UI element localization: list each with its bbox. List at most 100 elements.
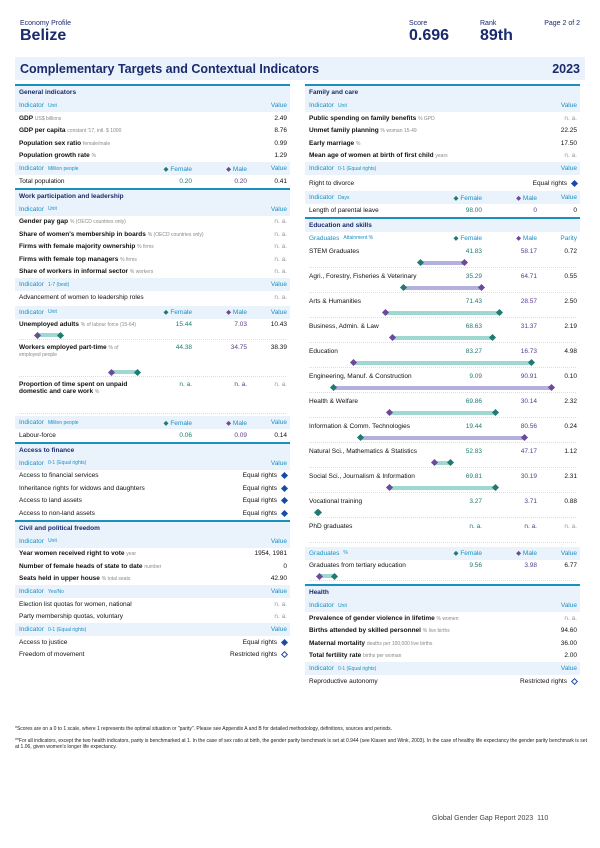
column-header: Indicator Unit Value bbox=[305, 599, 580, 612]
section-title: Complementary Targets and Contextual Ind… bbox=[20, 61, 320, 76]
restricted-rights-diamond-icon bbox=[280, 651, 289, 659]
table-row: Public spending on family benefits % GPD… bbox=[309, 114, 577, 122]
score-label: Score bbox=[409, 20, 428, 27]
table-row: Election list quotas for women, national… bbox=[19, 600, 287, 608]
header-indicator: Indicator bbox=[19, 165, 44, 172]
column-header: Indicator Unit Value bbox=[15, 99, 290, 112]
section-heading: Civil and political freedom bbox=[15, 521, 290, 535]
column-header: Indicator 0-1 (Equal rights) Value bbox=[15, 456, 290, 470]
column-header: Indicator 1-7 (best) Value bbox=[15, 278, 290, 291]
gender-range-bar bbox=[309, 308, 576, 318]
table-row: GDP US$ billions 2.49 bbox=[19, 114, 287, 122]
table-row: Maternal mortality deaths per 100,000 li… bbox=[309, 639, 577, 647]
work-section: Work participation and leadership Indica… bbox=[15, 187, 290, 442]
gender-range-bar bbox=[19, 368, 286, 377]
table-row: Gender pay gap % (OECD countries only) n.… bbox=[19, 218, 287, 226]
family-section: Family and care Indicator Unit Value Publi… bbox=[305, 84, 580, 217]
section-heading: Access to finance bbox=[15, 443, 290, 457]
column-header: Indicator 0-1 (Equal rights) Value bbox=[15, 623, 290, 636]
table-row: Social Sci., Journalism & Information 69.… bbox=[309, 473, 577, 480]
column-header: Indicator Days ◆ Female ◆ Male Value bbox=[305, 191, 580, 204]
gender-range-bar bbox=[309, 358, 576, 368]
table-row: Share of workers in informal sector % wo… bbox=[19, 268, 287, 276]
header-indicator: Indicator bbox=[19, 102, 44, 109]
page-header: Economy Profile Belize Score 0.696 Rank … bbox=[20, 20, 580, 50]
score-value: 0.696 bbox=[409, 27, 450, 44]
gender-range-bar bbox=[309, 433, 576, 443]
table-row: Natural Sci., Mathematics & Statistics 52… bbox=[309, 448, 577, 455]
equal-rights-diamond-icon bbox=[280, 638, 289, 646]
table-row: Seats held in upper house % total seats 4… bbox=[19, 575, 287, 583]
column-header: Indicator 0-1 (Equal rights) Value bbox=[305, 162, 580, 175]
country-name: Belize bbox=[20, 27, 67, 44]
section-heading: Family and care bbox=[305, 86, 580, 99]
table-row: Early marriage % 17.50 bbox=[309, 139, 577, 147]
column-header: Indicator Million people ◆ Female ◆ Male… bbox=[15, 162, 290, 175]
gender-range-bar bbox=[309, 508, 576, 518]
equal-rights-diamond-icon bbox=[280, 509, 289, 517]
equal-rights-diamond-icon bbox=[280, 497, 289, 505]
gender-range-bar bbox=[309, 283, 576, 293]
table-row: Firms with female majority ownership % f… bbox=[19, 243, 287, 251]
table-row: Vocational training 3.27 3.71 0.88 bbox=[309, 498, 577, 505]
table-row: PhD graduates n. a. n. a. n. a. bbox=[309, 523, 577, 530]
table-row: Information & Comm. Technologies 19.44 80.… bbox=[309, 423, 577, 430]
table-row: Party membership quotas, voluntary n. a. bbox=[19, 613, 287, 621]
left-column: General indicators Indicator Unit Value … bbox=[15, 84, 290, 661]
table-row: Number of female heads of state to date … bbox=[19, 562, 287, 570]
gender-range-bar bbox=[309, 458, 576, 468]
table-row: Births attended by skilled personnel % l… bbox=[309, 627, 577, 635]
table-row: Firms with female top managers % firms n.… bbox=[19, 255, 287, 263]
rank-block: Rank 89th bbox=[480, 20, 513, 45]
rank-value: 89th bbox=[480, 27, 513, 44]
table-row: Agri., Forestry, Fisheries & Veterinary 3… bbox=[309, 273, 577, 280]
health-section: Health Indicator Unit Value Prevalence of … bbox=[305, 584, 580, 688]
section-heading: Work participation and leadership bbox=[15, 189, 290, 203]
table-row: Prevalence of gender violence in lifetim… bbox=[309, 614, 577, 622]
column-header: Graduates Attainment % ◆ Female ◆ Male Pa… bbox=[305, 231, 580, 245]
civil-section: Civil and political freedom Indicator Uni… bbox=[15, 519, 290, 662]
rank-label: Rank bbox=[480, 20, 497, 27]
table-row: Access to non-land assets Equal rights bbox=[15, 507, 290, 520]
column-header: Indicator Million people ◆ Female ◆ Male … bbox=[15, 416, 290, 429]
general-indicators-section: General indicators Indicator Unit Value … bbox=[15, 84, 290, 188]
report-title: Global Gender Gap Report 2023 bbox=[432, 815, 534, 822]
table-row: Population sex ratio female/male 0.99 bbox=[19, 139, 287, 147]
column-header: Indicator Unit ◆ Female ◆ Male Value bbox=[15, 305, 290, 319]
footnote-2: **For all indicators, except the two hea… bbox=[15, 738, 587, 750]
equal-rights-diamond-icon bbox=[570, 179, 579, 187]
gender-range-bar bbox=[309, 572, 576, 581]
section-year: 2023 bbox=[552, 61, 580, 76]
header-unit: Unit bbox=[47, 102, 57, 109]
table-row: Access to land assets Equal rights bbox=[15, 495, 290, 508]
table-row: Total population 0.20 0.20 0.41 bbox=[19, 177, 287, 185]
gender-range-bar bbox=[309, 333, 576, 343]
gender-range-bar bbox=[309, 408, 576, 418]
table-row: Business, Admin. & Law 68.63 31.37 2.19 bbox=[309, 323, 577, 330]
restricted-rights-diamond-icon bbox=[570, 677, 579, 685]
footnote-1: *Scores are on a 0 to 1 scale, where 1 r… bbox=[15, 726, 393, 732]
table-row: Unemployed adults % of labour force (15-… bbox=[19, 321, 287, 329]
table-row: Advancement of women to leadership roles… bbox=[19, 293, 287, 301]
table-row: Unmet family planning % woman 15-49 22.25 bbox=[309, 127, 577, 135]
table-row: Health & Welfare 69.86 30.14 2.32 bbox=[309, 398, 577, 405]
header-value: Value bbox=[270, 165, 287, 172]
table-row: Freedom of movement Restricted rights bbox=[15, 649, 290, 662]
column-header: Indicator Unit Value bbox=[15, 534, 290, 548]
table-row: GDP per capita constant '17, intl. $ 100… bbox=[19, 127, 287, 135]
table-row: Reproductive autonomy Restricted rights bbox=[305, 675, 580, 688]
profile-label: Economy Profile bbox=[20, 20, 71, 27]
right-column: Family and care Indicator Unit Value Publi… bbox=[305, 84, 580, 688]
table-row: Right to divorce Equal rights bbox=[305, 175, 580, 191]
table-row: Access to justice Equal rights bbox=[15, 636, 290, 649]
table-row: Labour-force 0.06 0.09 0.14 bbox=[19, 431, 287, 439]
equal-rights-diamond-icon bbox=[280, 484, 289, 492]
table-row: Workers employed part-time % of employed… bbox=[19, 344, 287, 358]
table-row: Graduates from tertiary education 9.56 3… bbox=[309, 562, 577, 570]
table-row: Engineering, Manuf. & Construction 9.09 90… bbox=[309, 373, 577, 380]
section-heading: General indicators bbox=[15, 86, 290, 99]
table-row: Year women received right to vote year 19… bbox=[19, 550, 287, 558]
gender-range-bar bbox=[19, 405, 286, 414]
page-number: 110 bbox=[537, 815, 549, 822]
table-row: Total fertility rate births per woman 2.0… bbox=[309, 652, 577, 660]
